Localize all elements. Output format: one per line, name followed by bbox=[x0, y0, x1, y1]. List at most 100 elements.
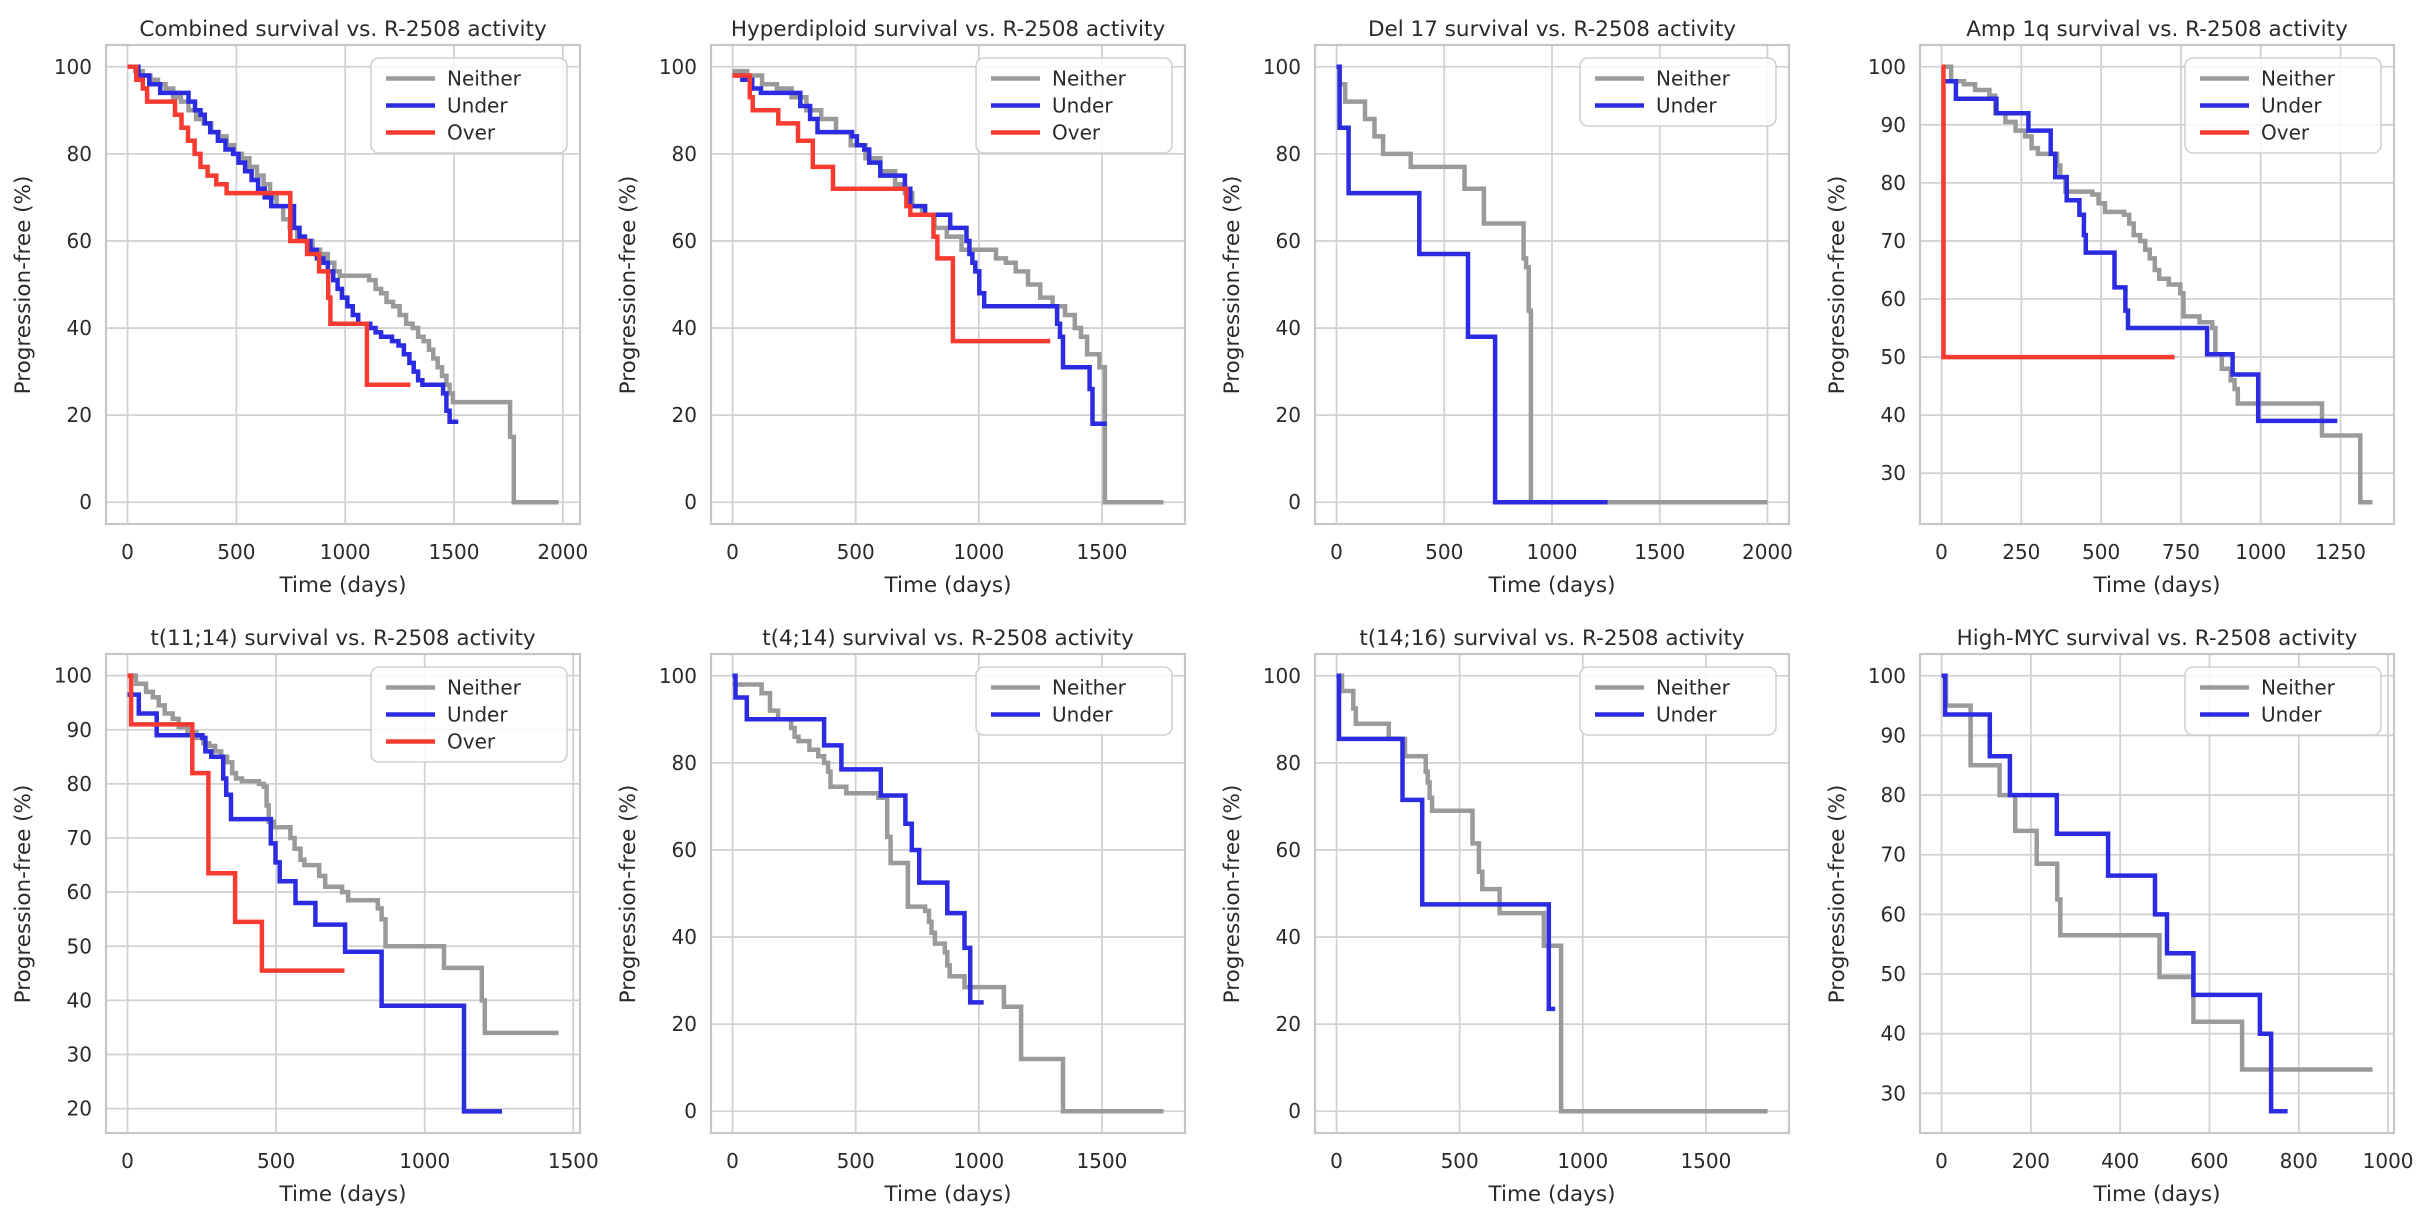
y-tick-label: 80 bbox=[671, 751, 696, 775]
chart-layer: 0 500 1000 1500 2000 0 20 40 60 80 100 Neither Under bbox=[1263, 43, 1793, 564]
y-tick-label: 60 bbox=[671, 229, 696, 253]
y-tick-label: 50 bbox=[1880, 962, 1905, 986]
x-tick-label: 500 bbox=[257, 1149, 295, 1173]
legend-label-over: Over bbox=[2261, 121, 2310, 145]
y-tick-label: 70 bbox=[1880, 843, 1905, 867]
legend-label-neither: Neither bbox=[2261, 67, 2336, 91]
subplot-combined: 0 500 1000 1500 2000 0 20 40 60 80 100 Neither Under… bbox=[0, 0, 605, 609]
x-axis-label: Time (days) bbox=[883, 573, 1011, 598]
x-tick-label: 2000 bbox=[537, 540, 588, 564]
chart-title: Amp 1q survival vs. R-2508 activity bbox=[1966, 17, 2348, 42]
legend: Neither Under bbox=[974, 666, 1173, 736]
y-tick-label: 20 bbox=[67, 403, 92, 427]
high-myc-chart-canvas: 0 200 400 600 800 1000 30 40 50 60 70 80 90 100 Neithe… bbox=[1825, 626, 2414, 1207]
legend: Neither Under Over bbox=[370, 57, 568, 154]
chart-layer: 0 500 1000 1500 0 20 40 60 80 100 Neither Under bbox=[1263, 652, 1791, 1173]
hyperdiploid-chart-canvas: 0 500 1000 1500 0 20 40 60 80 100 Neither Under Over… bbox=[616, 17, 1186, 598]
y-tick-label: 30 bbox=[1880, 461, 1905, 485]
x-tick-label: 1000 bbox=[2362, 1149, 2413, 1173]
subplot-high-myc: 0 200 400 600 800 1000 30 40 50 60 70 80 90 100 Neithe… bbox=[1814, 609, 2418, 1218]
legend: Neither Under bbox=[2183, 666, 2382, 736]
y-tick-label: 90 bbox=[67, 718, 92, 742]
x-axis-label: Time (days) bbox=[1488, 1182, 1616, 1207]
x-tick-label: 1000 bbox=[1557, 1149, 1608, 1173]
x-tick-label: 600 bbox=[2190, 1149, 2228, 1173]
chart-title: High-MYC survival vs. R-2508 activity bbox=[1956, 626, 2357, 651]
x-axis-label: Time (days) bbox=[279, 1182, 407, 1207]
y-axis-label: Progression-free (%) bbox=[1825, 785, 1850, 1004]
chart-layer: 0 500 1000 1500 20 30 40 50 60 70 80 90 100 Neither Un… bbox=[54, 652, 599, 1173]
y-tick-label: 0 bbox=[684, 1099, 697, 1123]
y-axis-label: Progression-free (%) bbox=[616, 785, 641, 1004]
legend-label-neither: Neither bbox=[1656, 67, 1731, 91]
legend-label-neither: Neither bbox=[2261, 676, 2336, 700]
y-tick-label: 80 bbox=[1276, 142, 1301, 166]
y-tick-label: 60 bbox=[67, 880, 92, 904]
x-tick-label: 0 bbox=[1935, 540, 1948, 564]
legend-label-under: Under bbox=[1052, 94, 1113, 118]
combined-chart-canvas: 0 500 1000 1500 2000 0 20 40 60 80 100 Neither Under… bbox=[11, 17, 588, 598]
y-tick-label: 40 bbox=[1880, 403, 1905, 427]
t4-14-chart-canvas: 0 500 1000 1500 0 20 40 60 80 100 Neither Under t(4… bbox=[616, 626, 1186, 1207]
chart-layer: 0 250 500 750 1000 1250 30 40 50 60 70 80 90 100 Neith… bbox=[1867, 43, 2395, 564]
legend-label-under: Under bbox=[1052, 703, 1113, 727]
x-tick-label: 0 bbox=[1935, 1149, 1948, 1173]
chart-title: Del 17 survival vs. R-2508 activity bbox=[1368, 17, 1736, 42]
x-axis-label: Time (days) bbox=[2092, 1182, 2220, 1207]
y-tick-label: 80 bbox=[1880, 783, 1905, 807]
subplot-amp1q: 0 250 500 750 1000 1250 30 40 50 60 70 80 90 100 Neith… bbox=[1814, 0, 2418, 609]
chart-layer: 0 200 400 600 800 1000 30 40 50 60 70 80 90 100 Neithe… bbox=[1867, 652, 2413, 1173]
y-tick-label: 100 bbox=[1263, 664, 1301, 688]
y-tick-label: 40 bbox=[1276, 316, 1301, 340]
x-axis-label: Time (days) bbox=[2092, 573, 2220, 598]
legend: Neither Under Over bbox=[2183, 57, 2382, 154]
y-tick-label: 90 bbox=[1880, 723, 1905, 747]
y-tick-label: 100 bbox=[1867, 55, 1905, 79]
del17-chart-canvas: 0 500 1000 1500 2000 0 20 40 60 80 100 Neither Under… bbox=[1220, 17, 1793, 598]
x-tick-label: 500 bbox=[836, 540, 874, 564]
x-tick-label: 0 bbox=[121, 1149, 134, 1173]
y-axis-label: Progression-free (%) bbox=[616, 176, 641, 395]
x-tick-label: 1500 bbox=[1680, 1149, 1731, 1173]
x-tick-label: 1500 bbox=[429, 540, 480, 564]
x-tick-label: 200 bbox=[2011, 1149, 2049, 1173]
amp1q-chart-canvas: 0 250 500 750 1000 1250 30 40 50 60 70 80 90 100 Neith… bbox=[1825, 17, 2395, 598]
x-tick-label: 800 bbox=[2279, 1149, 2317, 1173]
legend-label-under: Under bbox=[447, 703, 508, 727]
t14-16-chart-canvas: 0 500 1000 1500 0 20 40 60 80 100 Neither Under t(1… bbox=[1220, 626, 1791, 1207]
legend-label-neither: Neither bbox=[447, 676, 522, 700]
y-tick-label: 70 bbox=[1880, 229, 1905, 253]
y-tick-label: 40 bbox=[1880, 1022, 1905, 1046]
legend: Neither Under bbox=[1579, 57, 1777, 127]
legend-label-over: Over bbox=[447, 121, 496, 145]
legend-label-under: Under bbox=[2261, 703, 2322, 727]
y-tick-label: 80 bbox=[671, 142, 696, 166]
y-tick-label: 0 bbox=[684, 490, 697, 514]
legend-label-under: Under bbox=[447, 94, 508, 118]
subplot-del17: 0 500 1000 1500 2000 0 20 40 60 80 100 Neither Under… bbox=[1209, 0, 1814, 609]
y-tick-label: 40 bbox=[671, 925, 696, 949]
y-tick-label: 70 bbox=[67, 826, 92, 850]
y-tick-label: 40 bbox=[1276, 925, 1301, 949]
x-tick-label: 1500 bbox=[548, 1149, 599, 1173]
subplot-t11-14: 0 500 1000 1500 20 30 40 50 60 70 80 90 100 Neither Un… bbox=[0, 609, 605, 1218]
x-tick-label: 1000 bbox=[953, 540, 1004, 564]
x-tick-label: 1250 bbox=[2315, 540, 2366, 564]
x-tick-label: 500 bbox=[2082, 540, 2120, 564]
y-tick-label: 100 bbox=[1867, 664, 1905, 688]
y-tick-label: 20 bbox=[67, 1097, 92, 1121]
y-axis-label: Progression-free (%) bbox=[1220, 176, 1245, 395]
y-axis-label: Progression-free (%) bbox=[1220, 785, 1245, 1004]
x-tick-label: 500 bbox=[217, 540, 255, 564]
legend-label-under: Under bbox=[1656, 703, 1717, 727]
x-axis-label: Time (days) bbox=[883, 1182, 1011, 1207]
x-tick-label: 0 bbox=[1330, 540, 1343, 564]
legend-label-under: Under bbox=[1656, 94, 1717, 118]
x-tick-label: 1500 bbox=[1076, 540, 1127, 564]
y-tick-label: 60 bbox=[1276, 838, 1301, 862]
t11-14-chart-canvas: 0 500 1000 1500 20 30 40 50 60 70 80 90 100 Neither Un… bbox=[11, 626, 599, 1207]
y-tick-label: 20 bbox=[1276, 1012, 1301, 1036]
y-tick-label: 40 bbox=[67, 316, 92, 340]
x-tick-label: 400 bbox=[2101, 1149, 2139, 1173]
chart-title: t(14;16) survival vs. R-2508 activity bbox=[1359, 626, 1745, 651]
